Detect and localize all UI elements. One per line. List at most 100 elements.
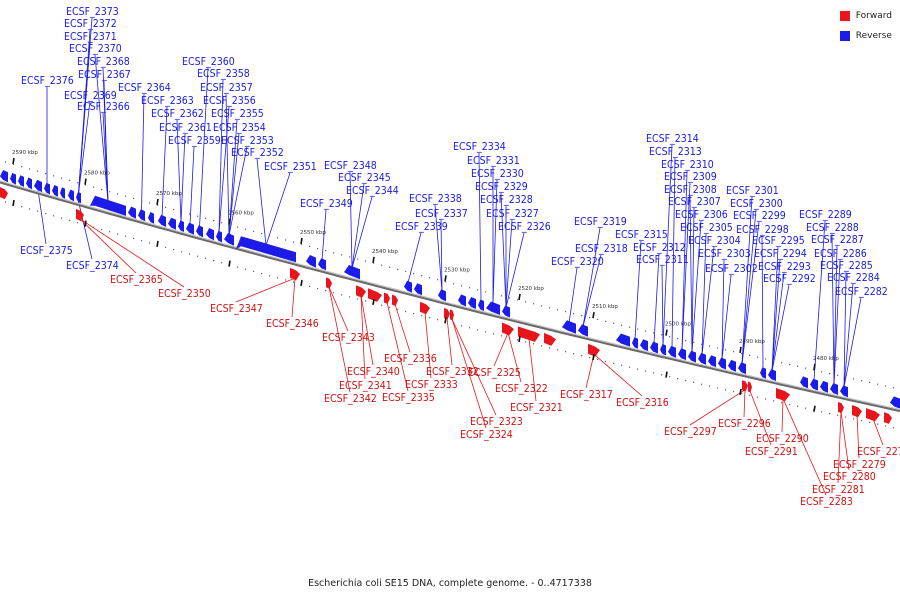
reverse-gene-label: ECSF_2376 (21, 75, 74, 87)
tick-mark (84, 178, 87, 185)
track-dot (733, 351, 735, 353)
forward-gene-label-leader (394, 304, 411, 353)
track-dot (437, 279, 439, 281)
forward-gene-label: ECSF_2346 (266, 318, 319, 330)
reverse-gene-arrow (52, 185, 58, 197)
track-dot (597, 358, 599, 361)
track-dot (69, 179, 71, 182)
track-dot (869, 381, 871, 384)
reverse-gene-label-leader (78, 42, 91, 194)
track-dot (437, 319, 439, 321)
track-dot (141, 200, 143, 202)
reverse-gene-label-leader (771, 259, 781, 372)
reverse-gene-arrow (840, 385, 848, 398)
legend-forward-swatch (839, 11, 850, 21)
track-dot (501, 335, 503, 337)
forward-gene-arrow (866, 408, 880, 422)
reverse-gene-arrow (486, 301, 500, 315)
track-dot (413, 272, 415, 275)
forward-gene-label-leader (328, 287, 351, 393)
reverse-gene-arrow (90, 195, 126, 216)
reverse-gene-label: ECSF_2345 (338, 172, 391, 184)
forward-gene-label-leader (451, 318, 497, 416)
track-dot (653, 332, 655, 334)
reverse-gene-arrow (404, 280, 412, 293)
reverse-gene-arrow (830, 383, 838, 395)
reverse-gene-label: ECSF_2288 (806, 222, 859, 234)
reverse-gene-label-leader (691, 207, 695, 353)
reverse-gene-arrow (168, 217, 176, 230)
forward-gene-label-leader (451, 318, 487, 429)
reverse-gene-label-leader (199, 67, 209, 228)
tick-mark (739, 346, 742, 354)
forward-gene-label-leader (235, 277, 296, 303)
reverse-gene-label-leader (180, 133, 186, 223)
track-dot (637, 368, 639, 370)
reverse-gene-label-leader (349, 171, 353, 269)
track-dot (533, 343, 535, 345)
reverse-gene-label-leader (407, 232, 422, 283)
track-dot (749, 394, 751, 396)
track-dot (133, 237, 135, 240)
track-dot (781, 402, 783, 404)
track-dot (165, 246, 167, 248)
track-dot (725, 389, 727, 391)
forward-gene-label: ECSF_2333 (405, 379, 458, 391)
track-dot (69, 219, 71, 222)
forward-gene-label-leader (360, 295, 374, 366)
tick-label: 2560 kbp (228, 211, 254, 217)
reverse-gene-label-leader (351, 183, 365, 269)
reverse-gene-label: ECSF_2329 (475, 181, 528, 193)
track-dot (581, 354, 583, 357)
tick-mark (444, 275, 447, 282)
reverse-gene-arrow (760, 367, 766, 379)
reverse-gene-arrow (414, 283, 422, 296)
reverse-gene-arrow (890, 396, 900, 409)
track-dot (93, 186, 95, 188)
track-dot (533, 303, 535, 305)
reverse-gene-label: ECSF_2330 (471, 168, 524, 180)
forward-gene-label: ECSF_2296 (718, 418, 771, 430)
track-dot (453, 283, 455, 285)
track-dot (309, 245, 311, 247)
reverse-gene-arrow (18, 175, 24, 187)
forward-gene-label: ECSF_2281 (812, 484, 865, 496)
forward-gene-label: ECSF_2332 (426, 366, 479, 378)
track-dot (405, 270, 407, 273)
tick-mark (813, 363, 816, 370)
track-dot (333, 252, 335, 254)
forward-gene-label: ECSF_2322 (495, 383, 548, 395)
forward-gene-label: ECSF_2283 (800, 496, 853, 508)
reverse-gene-label: ECSF_2304 (688, 235, 741, 247)
track-dot (29, 168, 31, 170)
reverse-gene-label: ECSF_2309 (664, 171, 717, 183)
reverse-gene-arrow (800, 376, 808, 389)
forward-gene-arrow (420, 301, 430, 315)
reverse-gene-label: ECSF_2313 (649, 146, 702, 158)
reverse-gene-label: ECSF_2374 (66, 260, 119, 272)
track-dot (317, 287, 319, 290)
track-dot (805, 407, 807, 409)
tick-mark (300, 279, 303, 287)
reverse-gene-arrow (562, 320, 576, 334)
reverse-gene-label-leader (833, 245, 838, 386)
tick-mark (518, 335, 521, 343)
tick-mark (228, 260, 231, 267)
track-dot (301, 243, 303, 245)
track-dot (21, 166, 23, 168)
track-dot (853, 418, 855, 420)
track-dot (365, 260, 367, 262)
reverse-gene-label: ECSF_2299 (733, 210, 786, 222)
reverse-gene-label-leader (813, 220, 826, 381)
gene-arrows (0, 170, 900, 424)
reverse-gene-label: ECSF_2373 (66, 6, 119, 18)
reverse-gene-label-leader (831, 233, 835, 386)
reverse-gene-label-leader (321, 209, 327, 261)
forward-gene-label-leader (593, 353, 643, 397)
track-dot (93, 226, 95, 228)
track-dot (373, 262, 375, 264)
reverse-gene-label-leader (833, 259, 841, 386)
track-dot (421, 315, 423, 317)
tick-label: 2550 kbp (300, 230, 326, 236)
track-dot (837, 374, 839, 376)
